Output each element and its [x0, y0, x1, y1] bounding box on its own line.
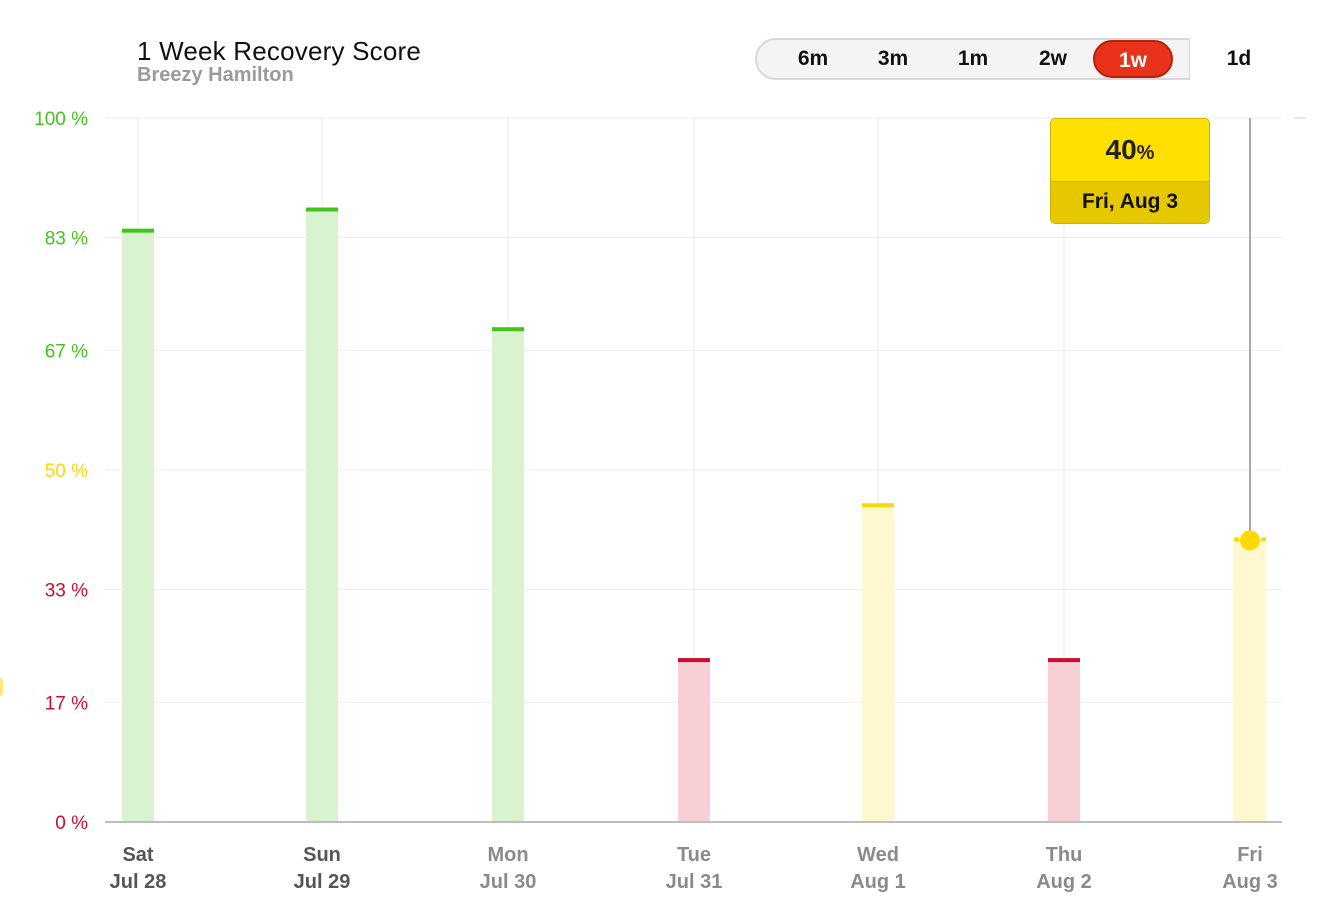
chart-title: 1 Week Recovery Score — [137, 36, 422, 66]
x-tick-date: Aug 3 — [1222, 871, 1278, 893]
range-option-1m[interactable]: 1m — [957, 47, 989, 70]
bar-top-marker — [862, 503, 894, 508]
y-tick-label: 83 % — [45, 229, 88, 250]
selected-point — [1240, 530, 1260, 551]
bar-top-marker — [306, 207, 338, 212]
tooltip-value: 40 — [1105, 134, 1137, 165]
x-tick-day: Thu — [1046, 844, 1083, 866]
bar — [492, 329, 524, 822]
x-tick-day: Mon — [487, 844, 528, 866]
bar — [678, 660, 710, 822]
value-tooltip: 40% Fri, Aug 3 — [1050, 118, 1210, 224]
y-tick-label: 33 % — [45, 581, 88, 602]
bar-top-marker — [492, 327, 524, 332]
edge-marker — [0, 678, 3, 696]
range-option-1d[interactable]: 1d — [1226, 47, 1252, 70]
x-tick-date: Jul 28 — [110, 871, 167, 893]
y-tick-label: 100 % — [34, 109, 88, 130]
range-option-2w[interactable]: 2w — [1038, 47, 1067, 70]
bar-top-marker — [1048, 658, 1080, 663]
range-option-1w[interactable]: 1w — [1093, 40, 1173, 78]
x-tick-day: Tue — [677, 844, 711, 866]
x-tick-date: Aug 1 — [850, 871, 906, 893]
x-tick-day: Sun — [303, 844, 341, 866]
y-tick-label: 0 % — [55, 813, 88, 834]
bar — [1048, 660, 1080, 822]
chart-subtitle: Breezy Hamilton — [137, 64, 294, 86]
x-tick-day: Sat — [122, 844, 153, 866]
x-tick-date: Jul 29 — [294, 871, 351, 893]
bar-top-marker — [122, 228, 154, 233]
bar — [306, 209, 338, 822]
range-selector: 6m 3m 1m 2w 1w 1d — [755, 38, 1281, 80]
x-tick-date: Aug 2 — [1036, 871, 1092, 893]
y-tick-label: 50 % — [45, 461, 88, 482]
x-tick-day: Wed — [857, 844, 899, 866]
range-end-cap — [1189, 38, 1281, 80]
bar — [122, 230, 154, 822]
tooltip-value-box: 40% — [1051, 119, 1209, 181]
tooltip-date: Fri, Aug 3 — [1051, 181, 1209, 223]
tooltip-unit: % — [1136, 142, 1155, 164]
y-tick-label: 17 % — [45, 693, 88, 714]
range-option-3m[interactable]: 3m — [877, 47, 909, 70]
bar-top-marker — [678, 658, 710, 663]
x-tick-day: Fri — [1237, 844, 1263, 866]
range-option-6m[interactable]: 6m — [797, 47, 829, 70]
x-tick-date: Jul 31 — [666, 871, 723, 893]
x-tick-date: Jul 30 — [480, 871, 537, 893]
bar — [862, 505, 894, 822]
y-tick-label: 67 % — [45, 341, 88, 362]
bar — [1234, 540, 1266, 822]
